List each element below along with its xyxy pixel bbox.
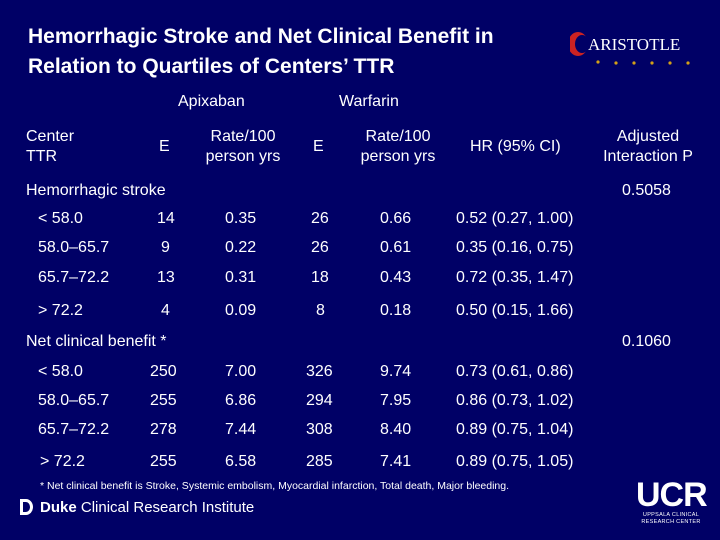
header-rate-apix-2: person yrs — [205, 148, 281, 165]
cell-rate-apix: 7.44 — [225, 421, 257, 438]
cell-e-apix: 9 — [161, 239, 170, 256]
table-row: > 72.2 255 6.58 285 7.41 0.89 (0.75, 1.0… — [0, 448, 720, 476]
cell-rate-apix: 7.00 — [225, 363, 257, 380]
header-rate-apixaban: Rate/100 person yrs — [195, 127, 291, 167]
header-ttr: TTR — [26, 148, 58, 165]
cell-rate-apix: 6.86 — [225, 392, 257, 409]
cell-e-warf: 285 — [306, 453, 333, 470]
cell-e-apix: 255 — [150, 453, 177, 470]
cell-rate-warf: 7.41 — [380, 453, 412, 470]
cell-e-apix: 13 — [157, 269, 175, 286]
ucr-logo-sub-2: RESEARCH CENTER — [641, 519, 701, 525]
header-hr: HR (95% CI) — [470, 138, 561, 155]
title-line-2: Relation to Quartiles of Centers’ TTR — [28, 55, 395, 78]
duke-d-icon — [20, 499, 33, 515]
cell-ttr: 65.7–72.2 — [38, 421, 110, 438]
ucr-logo: UCR UPPSALA CLINICAL RESEARCH CENTER — [636, 476, 708, 526]
cell-rate-warf: 0.18 — [380, 302, 412, 319]
header-apixaban: Apixaban — [178, 93, 245, 110]
cell-ttr: 58.0–65.7 — [38, 239, 110, 256]
aristotle-logo: ARISTOTLE — [568, 28, 720, 68]
cell-rate-apix: 0.35 — [225, 210, 257, 227]
ucr-logo-text: UCR — [636, 476, 708, 514]
cell-e-warf: 26 — [311, 210, 329, 227]
cell-e-warf: 294 — [306, 392, 333, 409]
header-e-apixaban: E — [159, 138, 170, 155]
footnote: * Net clinical benefit is Stroke, System… — [40, 480, 510, 492]
cell-rate-warf: 0.43 — [380, 269, 412, 286]
cell-ttr: 65.7–72.2 — [38, 269, 110, 286]
cell-hr: 0.86 (0.73, 1.02) — [456, 392, 574, 409]
header-interaction-p: Interaction P — [603, 148, 693, 165]
table-row: 58.0–65.7 9 0.22 26 0.61 0.35 (0.16, 0.7… — [0, 234, 720, 262]
cell-ttr: > 72.2 — [38, 302, 83, 319]
cell-e-warf: 308 — [306, 421, 333, 438]
table-row: 65.7–72.2 278 7.44 308 8.40 0.89 (0.75, … — [0, 416, 720, 444]
duke-logo-rest: Clinical Research Institute — [76, 498, 255, 516]
duke-logo-bold: Duke — [40, 498, 77, 516]
header-adjusted: Adjusted — [616, 128, 680, 145]
duke-logo: Duke Clinical Research Institute — [18, 498, 254, 516]
cell-rate-warf: 0.61 — [380, 239, 412, 256]
duke-logo-text: Duke Clinical Research Institute — [40, 499, 254, 516]
slide-title: Hemorrhagic Stroke and Net Clinical Bene… — [28, 22, 588, 82]
cell-e-warf: 8 — [316, 302, 325, 319]
aristotle-logo-icon: ARISTOTLE — [568, 32, 690, 65]
cell-e-apix: 250 — [150, 363, 177, 380]
cell-e-apix: 14 — [157, 210, 175, 227]
cell-hr: 0.35 (0.16, 0.75) — [456, 239, 574, 256]
cell-rate-warf: 8.40 — [380, 421, 412, 438]
table-row: < 58.0 250 7.00 326 9.74 0.73 (0.61, 0.8… — [0, 358, 720, 386]
cell-e-warf: 326 — [306, 363, 333, 380]
cell-e-warf: 18 — [311, 269, 329, 286]
cell-e-apix: 255 — [150, 392, 177, 409]
cell-e-apix: 278 — [150, 421, 177, 438]
header-warfarin: Warfarin — [339, 93, 399, 110]
cell-rate-apix: 0.31 — [225, 269, 257, 286]
cell-e-apix: 4 — [161, 302, 170, 319]
header-center: Center — [26, 128, 75, 145]
cell-ttr: < 58.0 — [38, 363, 83, 380]
section-label-net-clinical-benefit: Net clinical benefit * — [26, 333, 167, 350]
section-p-hemorrhagic: 0.5058 — [622, 182, 671, 199]
table-row: < 58.0 14 0.35 26 0.66 0.52 (0.27, 1.00) — [0, 205, 720, 233]
header-rate-apix-1: Rate/100 — [210, 128, 276, 145]
section-p-net-clinical-benefit: 0.1060 — [622, 333, 671, 350]
section-label-hemorrhagic: Hemorrhagic stroke — [26, 182, 166, 199]
cell-hr: 0.89 (0.75, 1.04) — [456, 421, 574, 438]
table-row: > 72.2 4 0.09 8 0.18 0.50 (0.15, 1.66) — [0, 297, 720, 325]
ucr-logo-sub-1: UPPSALA CLINICAL — [642, 512, 700, 518]
cell-e-warf: 26 — [311, 239, 329, 256]
header-rate-warfarin: Rate/100 person yrs — [350, 127, 446, 167]
cell-hr: 0.72 (0.35, 1.47) — [456, 269, 574, 286]
header-center-ttr: Center TTR — [26, 127, 74, 167]
cell-rate-apix: 6.58 — [225, 453, 257, 470]
header-rate-warf-1: Rate/100 — [365, 128, 431, 145]
cell-hr: 0.73 (0.61, 0.86) — [456, 363, 574, 380]
cell-ttr: > 72.2 — [40, 453, 85, 470]
header-rate-warf-2: person yrs — [360, 148, 436, 165]
cell-ttr: < 58.0 — [38, 210, 83, 227]
header-adjusted-p: Adjusted Interaction P — [590, 127, 706, 167]
cell-hr: 0.52 (0.27, 1.00) — [456, 210, 574, 227]
cell-rate-apix: 0.09 — [225, 302, 257, 319]
cell-hr: 0.50 (0.15, 1.66) — [456, 302, 574, 319]
cell-ttr: 58.0–65.7 — [38, 392, 110, 409]
cell-rate-warf: 0.66 — [380, 210, 412, 227]
cell-hr: 0.89 (0.75, 1.05) — [456, 453, 574, 470]
table-row: 58.0–65.7 255 6.86 294 7.95 0.86 (0.73, … — [0, 387, 720, 415]
cell-rate-warf: 9.74 — [380, 363, 412, 380]
cell-rate-warf: 7.95 — [380, 392, 412, 409]
header-e-warfarin: E — [313, 138, 324, 155]
title-line-1: Hemorrhagic Stroke and Net Clinical Bene… — [28, 25, 494, 48]
table-row: 65.7–72.2 13 0.31 18 0.43 0.72 (0.35, 1.… — [0, 264, 720, 292]
aristotle-logo-text: ARISTOTLE — [588, 35, 680, 54]
cell-rate-apix: 0.22 — [225, 239, 257, 256]
